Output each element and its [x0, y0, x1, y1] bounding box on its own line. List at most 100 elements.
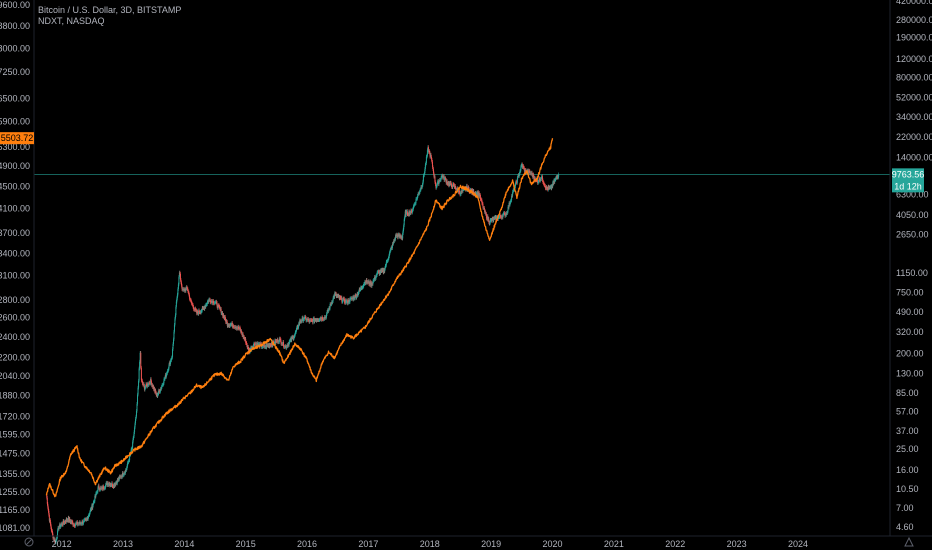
candle — [57, 528, 59, 539]
candle — [186, 286, 188, 292]
candle — [372, 281, 374, 286]
candle — [394, 237, 396, 242]
candle — [153, 384, 155, 392]
candle — [254, 342, 256, 347]
candle — [205, 302, 207, 307]
right-axis-tick-label: 280000.00 — [896, 15, 932, 25]
candle — [148, 382, 150, 388]
candle — [550, 184, 552, 191]
candle — [381, 267, 383, 273]
candle — [537, 179, 539, 185]
right-price-axis[interactable]: 420000.00 280000.00 190000.00 120000.00 8000… — [896, 0, 932, 532]
candle — [543, 181, 545, 187]
candle — [71, 519, 73, 525]
candle — [400, 234, 402, 240]
candle — [336, 293, 338, 299]
candle — [269, 343, 271, 349]
auto-scale-icon[interactable] — [904, 536, 914, 547]
candle — [275, 338, 277, 343]
candle — [316, 317, 318, 322]
right-axis-tick-label: 1150.00 — [896, 268, 928, 278]
candle — [328, 307, 330, 314]
candle — [340, 296, 342, 301]
candle — [231, 321, 233, 327]
legend-main-series: Bitcoin / U.S. Dollar, 3D, BITSTAMP — [38, 5, 181, 15]
candle — [424, 167, 426, 176]
time-axis-tick-label: 2017 — [358, 539, 378, 549]
candle — [259, 341, 261, 349]
candle — [168, 362, 170, 371]
candle — [143, 382, 145, 388]
plot-area[interactable] — [34, 138, 890, 545]
candle — [188, 292, 190, 301]
candle — [358, 287, 360, 294]
candle — [442, 174, 444, 180]
candle — [208, 297, 210, 304]
candle — [364, 279, 366, 286]
candle — [430, 152, 432, 159]
candle — [280, 338, 282, 346]
candle — [319, 316, 321, 322]
candle — [325, 315, 327, 320]
candle — [150, 377, 152, 385]
candle — [298, 321, 300, 329]
candle — [125, 468, 127, 472]
candle — [70, 519, 72, 525]
candle — [429, 150, 431, 159]
time-axis-tick-label: 2024 — [788, 539, 808, 549]
candle — [114, 482, 116, 487]
candle — [406, 209, 408, 217]
candle — [255, 341, 257, 346]
candle — [240, 327, 242, 334]
candle — [426, 148, 428, 158]
candle — [145, 382, 147, 389]
time-axis[interactable]: 2012 2013 2014 2015 2016 2017 2018 2019 2020 2021… — [52, 539, 808, 549]
candle — [547, 184, 549, 192]
tradingview-logo-icon[interactable] — [24, 537, 34, 547]
candle — [459, 192, 461, 197]
candle — [266, 342, 268, 348]
candle — [231, 321, 233, 329]
candle — [462, 188, 464, 193]
candle — [310, 318, 312, 323]
candle — [240, 329, 242, 334]
candle — [218, 303, 220, 309]
candle — [196, 308, 198, 316]
chart-legend: Bitcoin / U.S. Dollar, 3D, BITSTAMP NDXT… — [38, 5, 181, 26]
right-axis-tick-label: 320.00 — [896, 327, 924, 337]
candle — [115, 480, 117, 487]
right-axis-tick-label: 120000.00 — [896, 54, 932, 64]
candle — [373, 278, 375, 283]
candle — [378, 269, 380, 274]
candle — [398, 232, 400, 239]
candle — [95, 491, 97, 496]
candle — [461, 188, 463, 195]
candle — [508, 201, 510, 210]
candle — [196, 309, 198, 316]
candle — [60, 522, 62, 528]
candle — [416, 196, 418, 201]
candle — [232, 323, 234, 329]
candle — [68, 515, 70, 523]
candle — [504, 211, 506, 218]
candle — [122, 473, 124, 478]
candle — [137, 385, 139, 397]
candle — [285, 344, 287, 349]
candle — [233, 325, 235, 329]
candle — [70, 519, 72, 525]
left-price-axis[interactable]: 9600.00 8800.00 8000.00 7250.00 6500.00 5900.… — [0, 0, 30, 533]
candle — [253, 341, 255, 348]
candle — [339, 295, 341, 300]
candle — [352, 295, 354, 301]
candle — [426, 153, 428, 159]
candle — [151, 383, 153, 388]
candle — [546, 185, 548, 191]
candle — [76, 520, 78, 526]
candle — [289, 338, 291, 344]
left-axis-tick-label: 8000.00 — [0, 44, 30, 54]
candle — [482, 201, 484, 210]
candle — [410, 208, 412, 216]
candle — [409, 210, 411, 217]
candle — [81, 521, 83, 526]
